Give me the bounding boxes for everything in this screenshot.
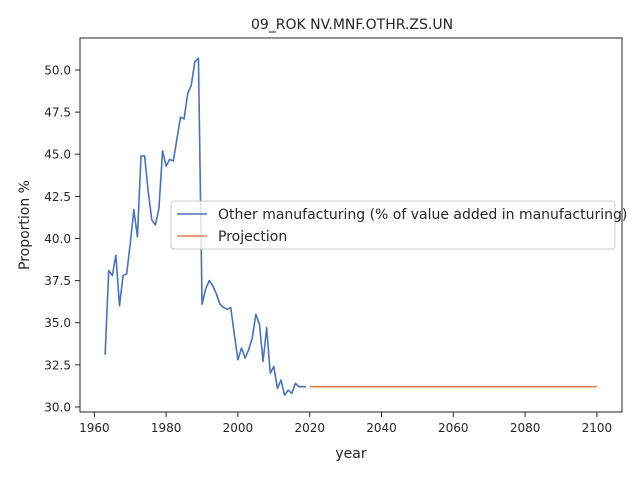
- y-tick-label: 47.5: [44, 106, 71, 120]
- x-tick-label: 2040: [366, 421, 397, 435]
- y-tick-label: 40.0: [44, 232, 71, 246]
- y-axis-label: Proportion %: [17, 180, 33, 270]
- y-tick-label: 42.5: [44, 190, 71, 204]
- y-tick-label: 32.5: [44, 358, 71, 372]
- y-tick-label: 30.0: [44, 400, 71, 414]
- x-tick-label: 2080: [510, 421, 541, 435]
- series-line-history: [104, 57, 307, 396]
- legend: Other manufacturing (% of value added in…: [170, 200, 627, 250]
- x-tick-label: 2060: [438, 421, 469, 435]
- chart-title: 09_ROK NV.MNF.OTHR.ZS.UN: [251, 17, 453, 33]
- x-tick-label: 2020: [294, 421, 325, 435]
- legend-label-history: Other manufacturing (% of value added in…: [218, 207, 627, 223]
- y-tick-label: 35.0: [44, 316, 71, 330]
- legend-box: [170, 200, 616, 250]
- y-tick-label: 50.0: [44, 64, 71, 78]
- y-tick-label: 45.0: [44, 148, 71, 162]
- plot-lines: [104, 57, 597, 396]
- x-tick-label: 2000: [223, 421, 254, 435]
- legend-label-projection: Projection: [218, 229, 287, 245]
- x-axis: 1960 1980 2000 2020 2040 2060 2080 2100: [79, 412, 612, 435]
- x-tick-label: 1980: [151, 421, 182, 435]
- y-tick-label: 37.5: [44, 274, 71, 288]
- x-axis-label: year: [335, 446, 366, 462]
- y-axis: 30.0 32.5 35.0 37.5 40.0 42.5 45.0 47.5 50.0: [44, 64, 80, 414]
- plot-frame: [79, 37, 623, 413]
- x-tick-label: 2100: [582, 421, 613, 435]
- x-tick-label: 1960: [79, 421, 110, 435]
